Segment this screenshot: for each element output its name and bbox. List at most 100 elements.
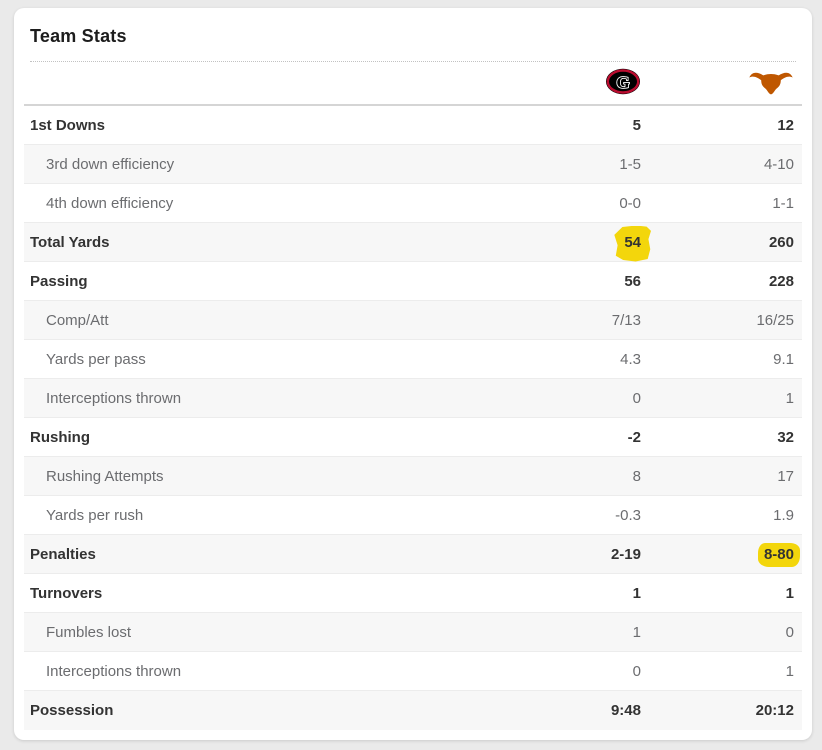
stat-label: 3rd down efficiency [46,155,175,173]
stat-value-away-text: -0.3 [615,506,641,524]
stat-value-home: 228 [649,273,802,290]
stat-value-home-text: 9.1 [773,350,794,368]
stat-value-home-text: 4-10 [763,155,794,173]
stat-value-away: 8 [496,468,649,485]
stat-label: Interceptions thrown [46,662,182,680]
stat-value-away: -0.3 [496,507,649,524]
stat-label: Possession [30,702,114,719]
stat-value-away: 5 [496,117,649,134]
stat-row: Yards per rush -0.3 1.9 [24,496,802,535]
stat-value-away: 0-0 [496,195,649,212]
stat-value-away: 1 [496,624,649,641]
stat-label: Rushing Attempts [46,467,164,485]
stat-value-away-text: 8 [632,467,641,485]
stat-value-home: 17 [649,468,802,485]
stat-row: Rushing Attempts 8 17 [24,457,802,496]
texas-longhorn-logo [748,67,794,99]
card-title: Team Stats [30,26,127,46]
stat-value-home-text: 8-80 [757,542,800,567]
stat-value-away-text: 1-5 [619,155,641,173]
dotted-divider [30,61,796,62]
stat-label: Fumbles lost [46,623,132,641]
stat-value-away-text: 2-19 [610,545,641,563]
stat-value-home: 4-10 [649,156,802,173]
stat-value-home-text: 12 [777,116,794,134]
stat-value-home-text: 1 [785,662,794,680]
stat-value-home: 1.9 [649,507,802,524]
stat-label: Comp/Att [46,311,109,329]
away-team-column-header: G [496,68,649,99]
stat-label: 1st Downs [30,116,106,134]
stat-row: 1st Downs 5 12 [24,106,802,145]
stat-value-home-text: 1 [785,389,794,407]
stat-value-away: 9:48 [496,702,649,719]
stat-value-home-text: 0 [785,623,794,641]
stat-value-away-text: -2 [627,428,641,446]
stat-row: Passing 56 228 [24,262,802,301]
team-logos-header-row: G [24,62,802,106]
stat-value-away: 54 [496,225,651,262]
stat-value-away-text: 7/13 [611,311,641,329]
stat-value-away: 56 [496,273,649,290]
stat-row: 4th down efficiency 0-0 1-1 [24,184,802,223]
stat-row: Total Yards 54 260 [24,223,802,262]
stat-label: Yards per pass [46,350,146,368]
stat-label: Interceptions thrown [46,389,182,407]
stat-value-home-text: 32 [777,428,794,446]
stat-value-away-text: 56 [624,272,641,290]
stat-value-away: -2 [496,429,649,446]
stat-label: Penalties [30,545,96,563]
stat-value-away: 2-19 [496,546,649,563]
stat-value-away-text: 5 [632,116,641,134]
stat-value-home-text: 17 [777,467,794,485]
stat-value-home: 1 [649,585,802,602]
stat-value-away-text: 1 [632,623,641,641]
stat-value-away-text: 0 [632,662,641,680]
stat-row: Comp/Att 7/13 16/25 [24,301,802,340]
stat-label: Yards per rush [46,506,144,524]
stat-value-home: 0 [649,624,802,641]
stat-value-away-text: 4.3 [620,350,641,368]
stat-value-away: 7/13 [496,312,649,329]
stat-label: Total Yards [30,233,110,251]
stat-value-home: 1-1 [649,195,802,212]
stat-value-away-text: 54 [614,225,651,262]
stat-value-away-text: 0-0 [619,194,641,212]
stat-value-away: 1-5 [496,156,649,173]
stat-label: 4th down efficiency [46,194,174,212]
stat-label: Turnovers [30,584,103,602]
georgia-g-logo: G [605,68,641,99]
stat-value-home-text: 1-1 [772,194,794,212]
stat-value-away: 0 [496,390,649,407]
stat-value-home: 32 [649,429,802,446]
stat-value-away: 4.3 [496,351,649,368]
svg-text:G: G [616,72,629,91]
stat-value-home: 20:12 [649,702,802,719]
stat-value-away-text: 9:48 [610,702,641,719]
stat-value-home-text: 1 [785,584,794,602]
stat-value-home: 9.1 [649,351,802,368]
stat-value-home: 12 [649,117,802,134]
stat-value-home: 8-80 [649,542,802,567]
stats-table: G 1st Downs 5 12 3rd down efficiency 1-5… [24,62,802,730]
stat-value-home: 1 [649,663,802,680]
stat-value-home-text: 16/25 [756,311,794,329]
team-stats-card: Team Stats G [14,8,812,740]
stat-value-away-text: 0 [632,389,641,407]
stat-label: Passing [30,272,88,290]
stat-value-home-text: 1.9 [773,506,794,524]
stat-value-away: 0 [496,663,649,680]
stat-value-away-text: 1 [632,584,641,602]
stat-value-home: 16/25 [649,312,802,329]
stat-row: Possession 9:48 20:12 [24,691,802,730]
stat-value-home-text: 228 [768,272,794,290]
stat-value-home-text: 260 [768,233,794,251]
stat-value-home: 1 [649,390,802,407]
stat-row: Yards per pass 4.3 9.1 [24,340,802,379]
stat-row: Interceptions thrown 0 1 [24,379,802,418]
stat-value-home: 260 [649,234,802,251]
stat-row: Penalties 2-19 8-80 [24,535,802,574]
stat-row: Interceptions thrown 0 1 [24,652,802,691]
home-team-column-header [649,67,802,99]
stat-row: Turnovers 1 1 [24,574,802,613]
